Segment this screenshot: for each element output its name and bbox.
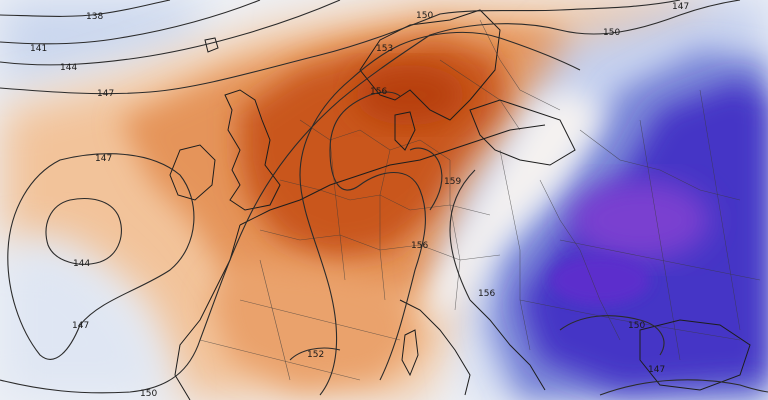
contour-156-east [449,169,476,301]
contour-156 [329,91,426,381]
contour-label: 156 [478,289,495,299]
contour-label-layer: 138 141 144 147 147 144 147 150 153 156 … [30,2,689,399]
contour-label: 156 [370,87,387,97]
contour-label: 156 [411,241,428,251]
contour-label: 147 [97,89,114,99]
warm-peak [355,65,465,125]
coast-ireland [169,144,216,201]
contour-label: 153 [376,44,393,54]
contour-label: 138 [86,12,103,22]
coast-mainland [239,124,546,226]
coast-small-island [204,37,219,53]
contour-147-north [0,0,681,95]
coast-italy [399,299,471,396]
coast-baltic [469,99,576,166]
contour-150-east [559,315,665,356]
contour-label: 159 [444,177,461,187]
contour-label: 150 [140,389,157,399]
coast-black-sea [639,319,751,391]
contour-138 [0,0,171,17]
contour-label: 150 [603,28,620,38]
contour-153 [299,31,581,396]
contour-label: 147 [95,154,112,164]
contour-150-main [0,0,741,394]
contour-141 [0,0,261,45]
warm-south [210,260,420,390]
coastlines [169,9,751,400]
cold-violet-patch [570,180,710,260]
contour-label: 141 [30,44,47,54]
cold-violet-patch-2 [550,255,650,305]
contour-152-south [289,347,341,361]
contour-159 [409,147,443,211]
contour-label: 147 [672,2,689,12]
contour-label: 152 [307,350,324,360]
coast-britain [224,89,281,211]
coast-balkans [469,299,546,391]
coast-corsica [401,329,419,377]
contour-144-north [0,0,341,66]
country-borders [199,19,761,381]
contour-label: 144 [60,63,77,73]
contour-147-west-loop [7,153,195,360]
contour-144-low [45,197,122,265]
cold-light-northwest [0,0,210,90]
contour-label: 147 [648,365,665,375]
neutral-gap [430,90,600,330]
contour-147-east [599,379,768,396]
contour-label: 150 [628,321,645,331]
coast-denmark [394,111,416,151]
contour-label: 150 [416,11,433,21]
coast-scandinavia [359,9,501,121]
contour-label: 147 [72,321,89,331]
contour-label: 144 [73,259,90,269]
